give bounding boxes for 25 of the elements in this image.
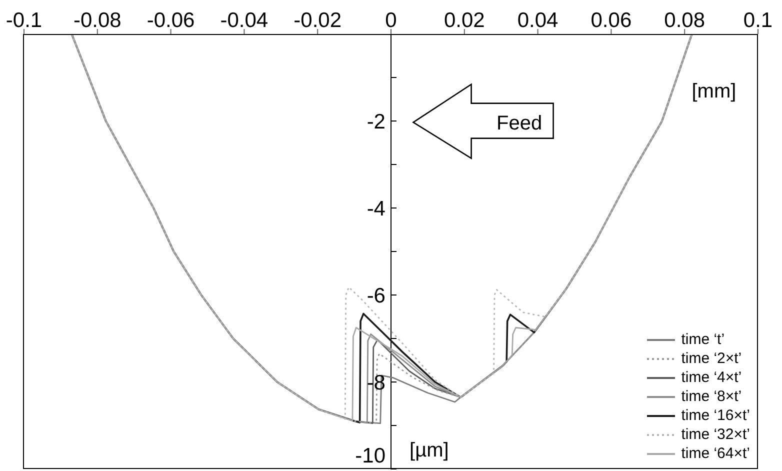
- y-tick-label: -4: [366, 197, 386, 220]
- y-tick-label: -6: [366, 284, 386, 308]
- x-tick-label: 0.08: [664, 9, 706, 32]
- x-tick-label: -0.04: [220, 9, 268, 32]
- x-tick-label: 0: [385, 9, 397, 32]
- legend-label: time ‘32×t’: [681, 425, 750, 444]
- y-axis-title: [µm]: [410, 440, 449, 462]
- x-tick-label: -0.08: [73, 9, 122, 32]
- legend-label: time ‘8×t’: [681, 387, 742, 406]
- legend-label: time ‘64×t’: [681, 444, 750, 463]
- x-tick-label: 0.04: [517, 9, 559, 32]
- x-tick-label: 0.06: [590, 9, 632, 32]
- y-tick-label: -2: [366, 110, 386, 134]
- annotation: Feed: [496, 112, 542, 134]
- legend-label: time ‘t’: [681, 330, 725, 349]
- legend-label: time ‘16×t’: [681, 406, 750, 425]
- x-tick-label: -0.1: [6, 9, 42, 32]
- y-tick-label: -10: [355, 444, 386, 468]
- legend-label: time ‘2×t’: [681, 349, 742, 368]
- legend-label: time ‘4×t’: [681, 368, 742, 387]
- x-tick-label: -0.06: [146, 9, 195, 32]
- x-tick-label: -0.02: [294, 9, 342, 32]
- x-tick-label: 0.1: [743, 9, 773, 32]
- x-axis-title: [mm]: [692, 80, 736, 103]
- x-tick-label: 0.02: [444, 9, 485, 32]
